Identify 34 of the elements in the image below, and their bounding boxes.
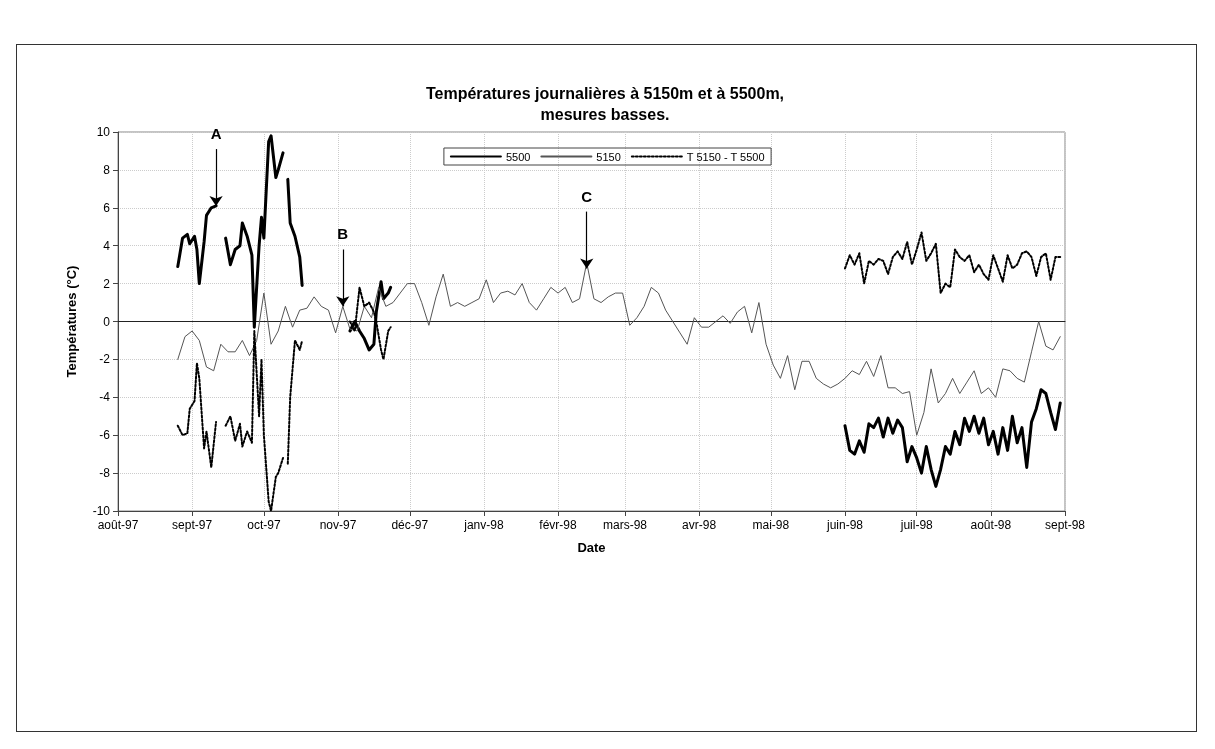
x-tick-label: avr-98 (682, 518, 717, 532)
x-tick-label: févr-98 (539, 518, 578, 532)
y-tick-label: 8 (103, 162, 111, 177)
x-tick-label: oct-97 (247, 518, 281, 532)
y-tick-label: 10 (96, 125, 111, 139)
legend-label: T 5150 - T 5500 (686, 150, 765, 163)
y-tick-label: -2 (99, 352, 111, 367)
x-tick-label: nov-97 (319, 518, 357, 532)
x-axis-title: Date (577, 540, 606, 555)
x-tick-label: sept-98 (1044, 518, 1086, 532)
x-tick-label: déc-97 (391, 518, 429, 532)
x-tick-label: sept-97 (172, 518, 213, 532)
x-tick-label: mars-98 (602, 518, 648, 532)
y-tick-label: 0 (103, 314, 111, 329)
y-axis-title: Températures (°C) (64, 265, 79, 378)
y-tick-label: -6 (99, 428, 111, 443)
x-tick-label: août-97 (97, 518, 139, 532)
y-tick-label: 4 (103, 238, 111, 253)
legend-label: 5500 (505, 150, 531, 163)
annotation: C (581, 187, 593, 205)
y-tick-label: -4 (99, 390, 111, 405)
chart-title: Températures journalières à 5150m et à 5500m, mesures basses. (425, 85, 785, 123)
annotation: B (337, 225, 349, 243)
x-tick-label: mai-98 (752, 518, 790, 532)
x-tick-label: juin-98 (825, 518, 864, 532)
y-tick-label: -8 (99, 466, 111, 481)
x-tick-label: juil-98 (899, 518, 934, 532)
y-tick-label: 6 (103, 200, 111, 215)
x-tick-label: août-98 (970, 518, 1012, 532)
legend-label: 5150 (596, 150, 621, 163)
y-tick-label: -10 (92, 504, 111, 518)
x-tick-label: janv-98 (463, 518, 504, 532)
annotation: A (210, 125, 222, 143)
y-tick-label: 2 (103, 276, 111, 291)
